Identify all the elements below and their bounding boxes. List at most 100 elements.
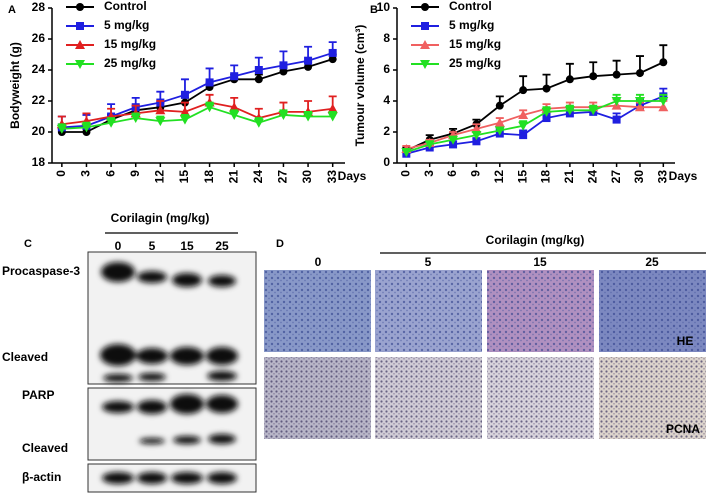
row-label: Cleaved	[22, 441, 68, 455]
x-tick-label: 21	[562, 170, 576, 184]
marker	[179, 106, 190, 116]
marker	[564, 106, 575, 116]
x-tick-label: 24	[251, 170, 265, 184]
x-axis-label: Days	[669, 169, 698, 183]
marker	[205, 78, 214, 87]
marker	[518, 121, 529, 131]
blot-bands	[100, 262, 238, 484]
micrograph-texture	[487, 270, 594, 352]
lane-label: 0	[315, 255, 322, 269]
marker	[448, 135, 459, 145]
marker	[278, 110, 289, 120]
marker	[76, 3, 84, 11]
y-tick-label: 26	[32, 31, 46, 45]
y-axis-label: Bodyweight (g)	[8, 42, 22, 129]
histology-header: Corilagin (mg/kg)	[486, 233, 585, 247]
row-label: Procaspase-3	[2, 264, 80, 278]
x-tick-label: 15	[177, 170, 191, 184]
marker	[542, 84, 551, 93]
x-tick-label: 6	[445, 170, 459, 177]
marker	[519, 86, 528, 95]
lane-label: 5	[425, 255, 432, 269]
x-tick-label: 33	[325, 170, 339, 184]
row-label: Cleaved	[2, 350, 48, 364]
marker	[471, 123, 482, 133]
x-tick-label: 18	[539, 170, 553, 184]
marker	[253, 118, 264, 128]
marker	[130, 114, 141, 124]
marker	[494, 117, 505, 127]
marker	[328, 48, 337, 57]
x-tick-label: 0	[54, 170, 68, 177]
marker	[230, 72, 239, 81]
x-tick-label: 27	[609, 170, 623, 184]
marker	[518, 109, 529, 119]
x-axis-label: Days	[338, 169, 367, 183]
marker	[401, 148, 412, 158]
marker	[229, 102, 240, 112]
marker	[254, 66, 263, 74]
x-tick-label: 18	[202, 170, 216, 184]
stain-label: PCNA	[666, 422, 700, 436]
lane-label: 5	[149, 239, 156, 253]
x-tick-label: 3	[422, 170, 436, 177]
x-tick-label: 30	[300, 170, 314, 184]
marker	[635, 69, 644, 78]
x-tick-label: 0	[399, 170, 413, 177]
x-tick-label: 6	[103, 170, 117, 177]
marker	[542, 114, 551, 123]
marker	[204, 103, 215, 113]
y-tick-label: 2	[383, 124, 390, 138]
marker	[420, 60, 430, 69]
legend-label: 25 mg/kg	[449, 56, 501, 70]
marker	[327, 112, 338, 122]
blot-header: Corilagin (mg/kg)	[111, 211, 210, 225]
marker	[588, 106, 599, 116]
panel-label: B	[370, 4, 378, 16]
legend-label: 5 mg/kg	[449, 18, 494, 32]
marker	[634, 102, 645, 112]
legend-label: 15 mg/kg	[104, 37, 156, 51]
marker	[75, 60, 85, 69]
micrograph-texture	[375, 270, 482, 352]
y-tick-label: 8	[383, 31, 390, 45]
series-line	[61, 58, 333, 133]
micrograph-texture	[599, 357, 706, 439]
legend-label: 25 mg/kg	[104, 56, 156, 70]
marker	[421, 3, 429, 11]
x-tick-label: 9	[128, 170, 142, 177]
y-tick-label: 0	[383, 155, 390, 169]
marker	[658, 102, 669, 112]
x-tick-label: 15	[515, 170, 529, 184]
marker	[495, 101, 504, 110]
marker	[658, 97, 669, 106]
series-line	[406, 100, 664, 154]
marker	[304, 62, 313, 71]
marker	[180, 90, 189, 99]
row-label: β-actin	[22, 470, 61, 484]
marker	[421, 22, 429, 30]
micrograph-texture	[264, 357, 371, 439]
x-tick-label: 21	[226, 170, 240, 184]
marker	[254, 75, 263, 84]
y-tick-label: 10	[377, 0, 391, 14]
lane-label: 25	[645, 255, 659, 269]
marker	[612, 115, 621, 124]
marker	[155, 105, 166, 115]
legend-label: 5 mg/kg	[104, 18, 149, 32]
histology: D Corilagin (mg/kg) HE PCNA	[264, 233, 706, 439]
stain-label: HE	[677, 334, 694, 348]
y-tick-label: 18	[32, 155, 46, 169]
lane-label: 15	[180, 239, 194, 253]
y-tick-label: 28	[32, 0, 46, 14]
y-tick-label: 4	[383, 93, 390, 107]
legend-label: Control	[449, 0, 492, 13]
marker	[304, 56, 313, 65]
legend-label: 15 mg/kg	[449, 37, 501, 51]
marker	[494, 126, 505, 136]
micrograph-texture	[375, 357, 482, 439]
y-tick-label: 24	[32, 62, 46, 76]
row-label: PARP	[22, 388, 54, 402]
marker	[179, 115, 190, 125]
marker	[541, 107, 552, 117]
